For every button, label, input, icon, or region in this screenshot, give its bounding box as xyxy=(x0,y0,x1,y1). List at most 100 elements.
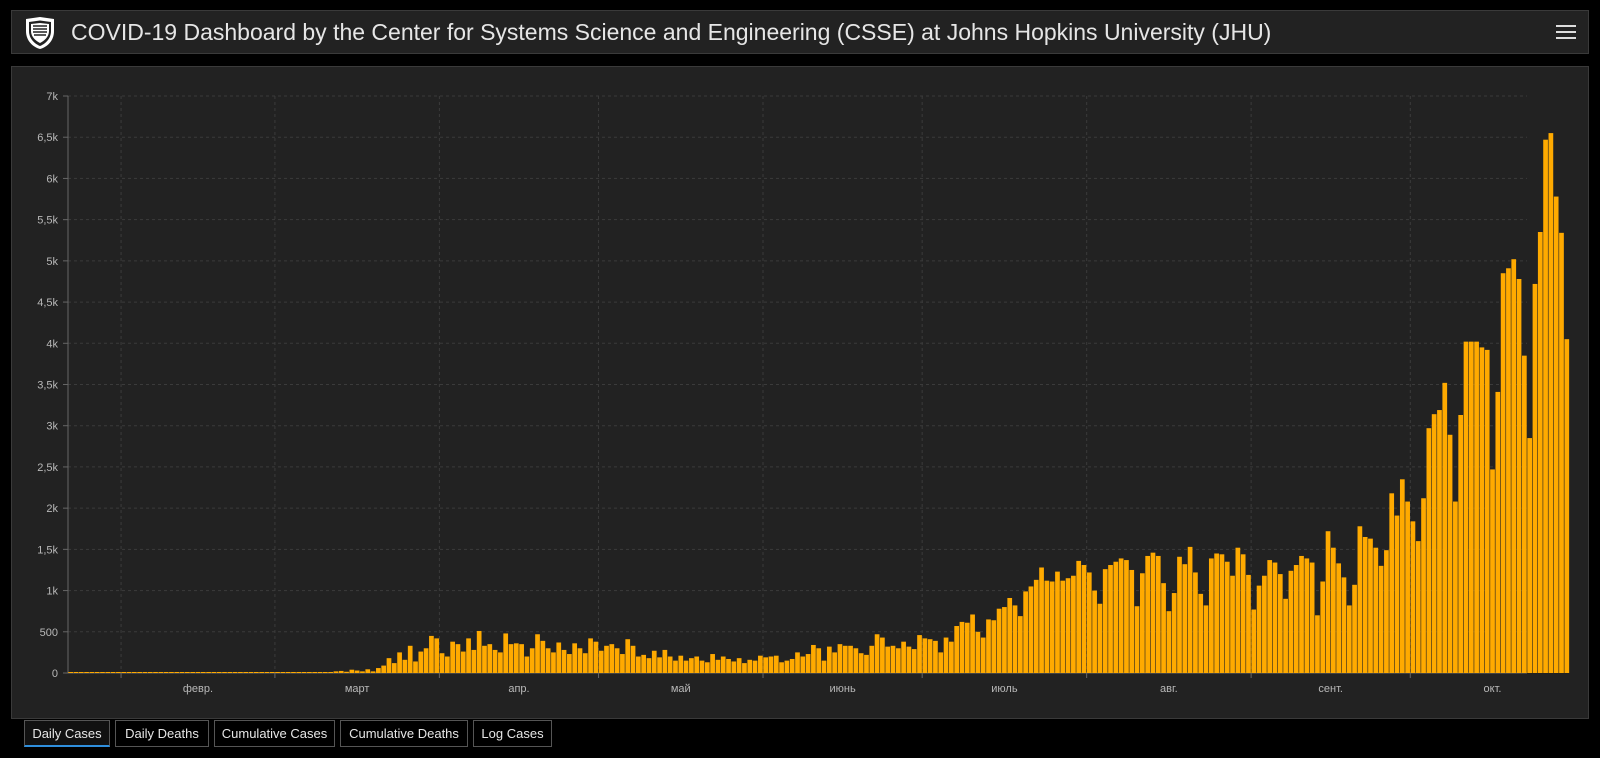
daily-cases-chart: 0 500 1k 1,5k 2k 2,5k 3k 3,5k 4k 4,5k 5k 5,5k 6k 6,5k… xyxy=(37,91,1570,695)
bar xyxy=(360,671,365,673)
bar xyxy=(869,645,875,673)
bar xyxy=(142,672,148,673)
bar xyxy=(482,645,487,673)
bar xyxy=(524,656,530,673)
bar xyxy=(1293,565,1299,673)
bar xyxy=(752,660,758,673)
y-tick-label: 5,5k xyxy=(37,215,58,227)
bar xyxy=(1399,479,1405,673)
bar xyxy=(1124,560,1129,673)
bar xyxy=(1272,562,1278,673)
bar xyxy=(179,672,185,673)
bar xyxy=(1357,526,1363,673)
bar xyxy=(1177,556,1182,673)
bar xyxy=(1118,558,1124,673)
bar xyxy=(259,672,265,673)
y-tick-label: 5k xyxy=(46,256,58,268)
bar xyxy=(773,655,779,673)
bar xyxy=(1214,553,1219,673)
bar xyxy=(126,672,132,673)
bar xyxy=(556,642,562,673)
tab-daily-deaths[interactable]: Daily Deaths xyxy=(115,720,209,747)
bar xyxy=(1346,605,1352,673)
bar xyxy=(1479,347,1485,673)
bar xyxy=(582,653,588,673)
bar xyxy=(678,655,684,673)
bar xyxy=(906,646,912,673)
bar xyxy=(174,672,180,673)
bar xyxy=(227,672,233,673)
bar xyxy=(927,639,933,673)
bar xyxy=(683,660,689,673)
bar xyxy=(200,672,206,673)
bar xyxy=(917,635,922,673)
y-tick-label: 1k xyxy=(46,586,58,598)
bar xyxy=(1166,611,1172,673)
y-tick-label: 1,5k xyxy=(37,544,58,556)
bar xyxy=(980,637,986,673)
bar xyxy=(397,652,402,673)
bar xyxy=(1102,569,1108,673)
bar xyxy=(604,645,609,673)
bar xyxy=(1023,591,1028,673)
bar xyxy=(1415,541,1421,673)
bar xyxy=(625,639,631,673)
bar xyxy=(84,672,89,673)
bar xyxy=(190,672,196,673)
bar xyxy=(662,649,668,673)
bar xyxy=(1447,434,1453,673)
x-tick-label: март xyxy=(345,683,370,695)
bar xyxy=(848,645,853,673)
bar xyxy=(699,660,705,673)
bar xyxy=(890,645,896,673)
bar xyxy=(561,649,567,673)
bar xyxy=(551,652,556,673)
bar xyxy=(853,648,859,673)
bar xyxy=(1474,341,1479,673)
bar xyxy=(216,672,222,673)
bar xyxy=(1140,573,1145,673)
bar xyxy=(1368,538,1373,673)
bar xyxy=(158,672,164,673)
y-tick-label: 6,5k xyxy=(37,132,58,144)
bar xyxy=(206,672,211,673)
bar xyxy=(460,651,466,673)
bar xyxy=(1511,259,1517,673)
tab-cumulative-cases[interactable]: Cumulative Cases xyxy=(214,720,335,747)
bar xyxy=(1378,565,1384,673)
tab-cumulative-deaths[interactable]: Cumulative Deaths xyxy=(340,720,468,747)
bar xyxy=(779,662,784,673)
bar xyxy=(1325,531,1331,673)
bar xyxy=(1039,567,1044,673)
x-tick-label: июнь xyxy=(829,683,855,695)
hamburger-menu-icon[interactable] xyxy=(1556,22,1576,42)
bar xyxy=(1537,232,1543,673)
bar xyxy=(153,672,158,673)
bar xyxy=(1092,590,1097,673)
bar xyxy=(1055,571,1060,673)
bar xyxy=(116,672,121,673)
bar xyxy=(609,644,615,673)
bar xyxy=(986,619,991,673)
bar xyxy=(94,672,100,673)
bar xyxy=(338,670,344,673)
tab-daily-cases[interactable]: Daily Cases xyxy=(24,720,110,747)
bar xyxy=(333,671,339,673)
bar xyxy=(317,672,323,673)
bar xyxy=(826,646,832,673)
bar xyxy=(657,657,662,673)
bar xyxy=(269,672,275,673)
bar xyxy=(1187,546,1193,673)
tab-log-cases[interactable]: Log Cases xyxy=(473,720,552,747)
bar xyxy=(943,637,949,673)
bar xyxy=(1394,515,1400,673)
bar xyxy=(487,644,493,673)
bar xyxy=(238,672,243,673)
bar xyxy=(105,672,111,673)
bar xyxy=(1500,273,1506,673)
bar xyxy=(1155,555,1161,673)
bar xyxy=(651,650,657,673)
bar xyxy=(816,648,822,673)
bar xyxy=(131,672,137,673)
bar xyxy=(763,657,769,673)
